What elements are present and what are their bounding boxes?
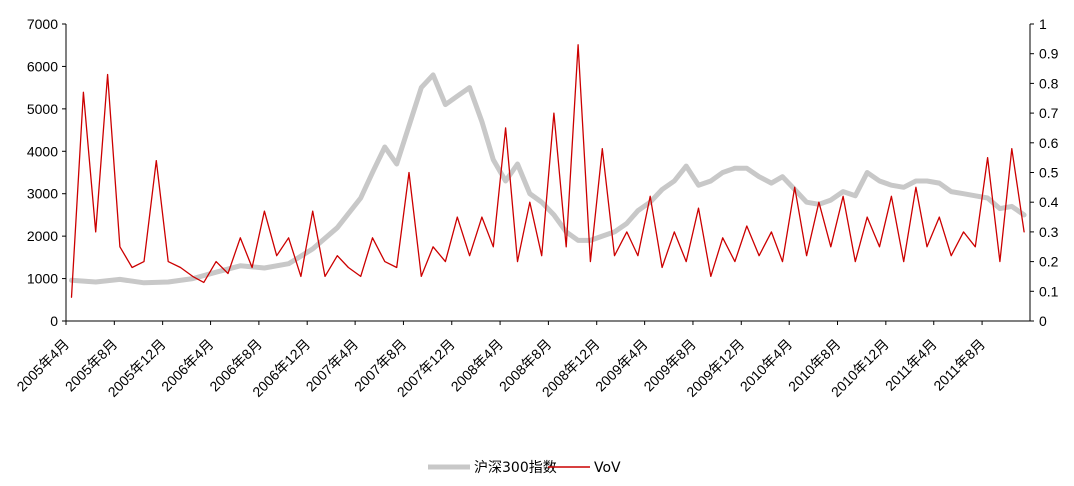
series-line-csi300	[69, 72, 1027, 286]
series-layer	[69, 44, 1027, 298]
right-tick-label: 0.1	[1039, 283, 1059, 299]
left-tick-label: 7000	[27, 16, 58, 32]
right-tick-label: 0.2	[1039, 254, 1059, 270]
left-tick-label: 2000	[27, 228, 58, 244]
series-line-vov	[70, 44, 1025, 298]
right-tick-label: 0.4	[1039, 194, 1059, 210]
left-tick-label: 0	[50, 313, 58, 329]
right-tick-label: 0.5	[1039, 165, 1059, 181]
legend-label-vov: VoV	[594, 460, 621, 476]
right-tick-label: 0.8	[1039, 75, 1059, 91]
tick-labels-layer: 0 1000 2000 3000 4000 5000 6000 7000 0 0.1 0.2 0.3 0…	[13, 16, 1058, 400]
x-tick-label: 2011年4月	[882, 336, 940, 394]
left-tick-label: 6000	[27, 58, 58, 74]
x-tick-label: 2011年8月	[930, 336, 988, 394]
left-tick-label: 1000	[27, 271, 58, 287]
axes-layer	[62, 23, 1034, 325]
right-tick-label: 0.9	[1039, 46, 1059, 62]
left-tick-label: 3000	[27, 186, 58, 202]
left-tick-label: 5000	[27, 101, 58, 117]
right-tick-label: 0.6	[1039, 135, 1059, 151]
left-tick-label: 4000	[27, 143, 58, 159]
right-tick-label: 1	[1039, 16, 1047, 32]
right-tick-label: 0.7	[1039, 105, 1059, 121]
legend-label-csi300: 沪深300指数	[474, 460, 557, 476]
right-tick-label: 0	[1039, 313, 1047, 329]
right-tick-label: 0.3	[1039, 224, 1059, 240]
legend: 沪深300指数 VoV	[428, 460, 621, 476]
